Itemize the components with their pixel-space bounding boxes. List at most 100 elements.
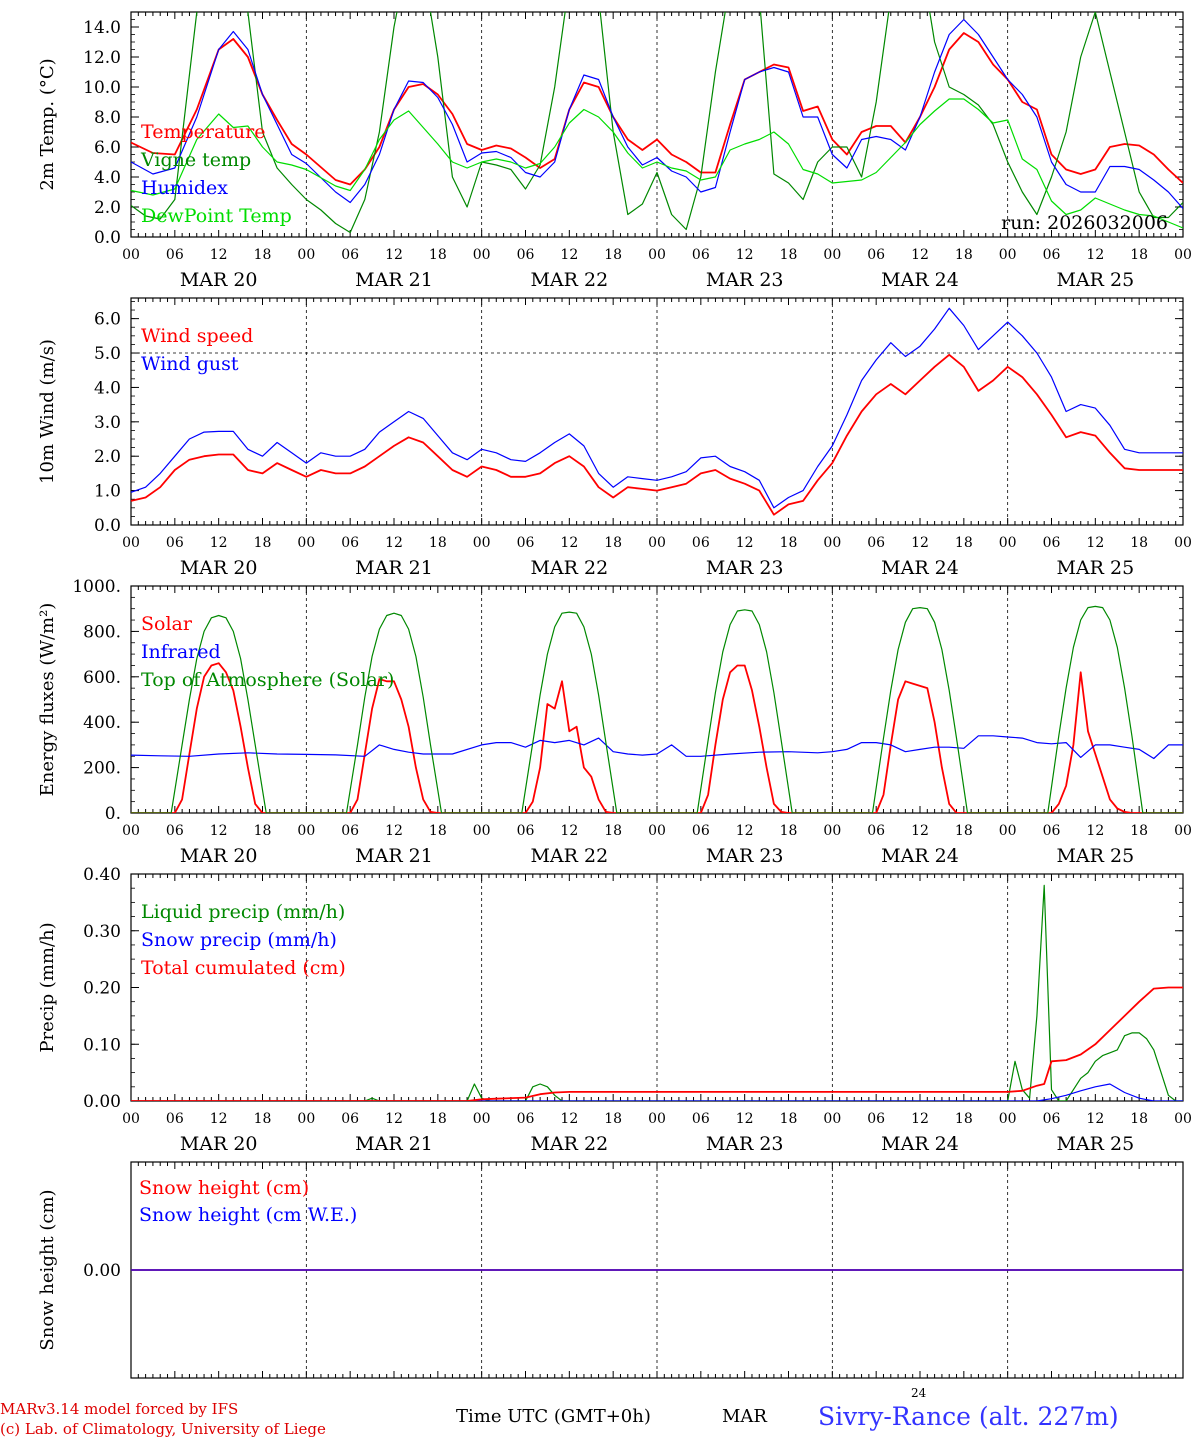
panel-frame xyxy=(130,11,1184,238)
x-hour-label: 18 xyxy=(429,535,447,551)
x-hour-label: 12 xyxy=(911,247,929,263)
day-number-label: 24 xyxy=(911,1386,927,1400)
x-hour-label: 18 xyxy=(780,535,798,551)
series-line-infrared xyxy=(131,735,1183,760)
x-hour-label: 06 xyxy=(517,1111,535,1127)
x-hour-label: 00 xyxy=(1174,247,1192,263)
x-hour-label: 18 xyxy=(604,535,622,551)
x-day-label: MAR 25 xyxy=(1056,269,1134,291)
month-label: MAR xyxy=(722,1406,767,1427)
series-group xyxy=(131,605,1183,813)
x-day-label: MAR 22 xyxy=(530,1133,608,1155)
y-tick-label: 0.00 xyxy=(83,1092,121,1112)
x-hour-label: 00 xyxy=(999,823,1017,839)
x-hour-label: 06 xyxy=(166,823,184,839)
x-day-label: MAR 21 xyxy=(355,557,433,579)
x-hour-label: 06 xyxy=(341,1111,359,1127)
y-tick-label: 8.0 xyxy=(94,108,121,128)
x-hour-label: 12 xyxy=(1086,247,1104,263)
x-day-label: MAR 24 xyxy=(881,269,959,291)
x-hour-label: 00 xyxy=(297,1111,315,1127)
legend-entry: Total cumulated (cm) xyxy=(141,957,346,979)
x-hour-label: 12 xyxy=(385,247,403,263)
x-hour-label: 00 xyxy=(297,247,315,263)
x-hour-label: 18 xyxy=(429,1111,447,1127)
x-day-label: MAR 23 xyxy=(706,845,784,867)
x-hour-label: 12 xyxy=(560,535,578,551)
y-axis-label: 10m Wind (m/s) xyxy=(37,339,58,484)
station-label: Sivry-Rance (alt. 227m) xyxy=(818,1402,1119,1431)
panel-snow: 0.00 Snow height (cm) Snow height (cm) Snow… xyxy=(37,1161,1184,1379)
x-hour-label: 18 xyxy=(254,535,272,551)
x-day-label: MAR 24 xyxy=(881,1133,959,1155)
y-tick-label: 12.0 xyxy=(83,48,121,68)
y-axis-label: Snow height (cm) xyxy=(37,1189,58,1350)
x-hour-label: 00 xyxy=(999,247,1017,263)
legend-entry: Snow height (cm W.E.) xyxy=(139,1204,357,1226)
x-hour-label: 18 xyxy=(955,823,973,839)
x-hour-label: 06 xyxy=(341,535,359,551)
series-line-vigne-temp xyxy=(131,12,1183,234)
x-hour-label: 06 xyxy=(692,535,710,551)
y-tick-label: 3.0 xyxy=(94,413,121,433)
x-hour-label: 12 xyxy=(911,1111,929,1127)
y-tick-label: 4.0 xyxy=(94,378,121,398)
x-hour-label: 00 xyxy=(473,823,491,839)
x-hour-label: 00 xyxy=(648,823,666,839)
x-hour-label: 06 xyxy=(166,1111,184,1127)
x-hour-label: 12 xyxy=(210,535,228,551)
legend-entry: Humidex xyxy=(141,177,228,199)
x-hour-label: 12 xyxy=(911,823,929,839)
model-credit-line2: (c) Lab. of Climatology, University of L… xyxy=(0,1420,326,1438)
y-tick-label: 0.40 xyxy=(83,865,121,885)
x-hour-label: 12 xyxy=(385,535,403,551)
x-hour-label: 06 xyxy=(341,247,359,263)
series-line-total-cumulated-cm xyxy=(131,986,1183,1101)
y-axis-label: Precip (mm/h) xyxy=(37,922,58,1052)
x-day-label: MAR 20 xyxy=(180,1133,258,1155)
x-hour-label: 18 xyxy=(780,1111,798,1127)
x-hour-label: 12 xyxy=(560,823,578,839)
x-hour-label: 00 xyxy=(122,247,140,263)
x-day-label: MAR 21 xyxy=(355,269,433,291)
x-hour-label: 18 xyxy=(955,1111,973,1127)
x-hour-label: 12 xyxy=(210,1111,228,1127)
y-tick-label: 1000. xyxy=(72,577,121,597)
legend-entry: Vigne temp xyxy=(140,149,251,171)
x-hour-label: 00 xyxy=(122,535,140,551)
y-tick-label: 0.00 xyxy=(83,1261,121,1281)
legend-entry: Snow height (cm) xyxy=(139,1177,309,1199)
y-tick-label: 400. xyxy=(83,713,121,733)
x-hour-label: 06 xyxy=(341,823,359,839)
x-day-label: MAR 21 xyxy=(355,845,433,867)
x-hour-label: 06 xyxy=(1043,823,1061,839)
x-hour-label: 18 xyxy=(254,247,272,263)
x-hour-label: 12 xyxy=(385,1111,403,1127)
y-tick-label: 2.0 xyxy=(94,447,121,467)
y-axis-label: Energy fluxes (W/m²) xyxy=(37,603,58,797)
x-hour-label: 06 xyxy=(692,823,710,839)
y-tick-label: 1.0 xyxy=(94,482,121,502)
x-hour-label: 18 xyxy=(955,247,973,263)
x-hour-label: 00 xyxy=(648,535,666,551)
x-hour-label: 18 xyxy=(780,823,798,839)
y-tick-label: 14.0 xyxy=(83,18,121,38)
x-hour-label: 18 xyxy=(1130,247,1148,263)
x-day-label: MAR 24 xyxy=(881,845,959,867)
x-hour-label: 00 xyxy=(1174,535,1192,551)
x-hour-label: 00 xyxy=(823,1111,841,1127)
x-hour-label: 00 xyxy=(823,823,841,839)
x-hour-label: 00 xyxy=(122,1111,140,1127)
x-hour-label: 06 xyxy=(517,535,535,551)
series-line-snow-precip-mm-h xyxy=(131,1083,1183,1101)
x-day-label: MAR 24 xyxy=(881,557,959,579)
panel-precip: 0.00 0.10 0.20 0.30 0.40 Precip (mm/h) Liquid … xyxy=(37,865,1192,1155)
legend-entry: DewPoint Temp xyxy=(141,205,292,227)
x-hour-label: 18 xyxy=(1130,1111,1148,1127)
x-hour-label: 12 xyxy=(1086,1111,1104,1127)
run-label: run: 2026032006 xyxy=(1001,212,1168,234)
x-hour-label: 06 xyxy=(1043,535,1061,551)
series-group xyxy=(131,884,1183,1101)
x-hour-label: 12 xyxy=(210,247,228,263)
x-hour-label: 12 xyxy=(385,823,403,839)
